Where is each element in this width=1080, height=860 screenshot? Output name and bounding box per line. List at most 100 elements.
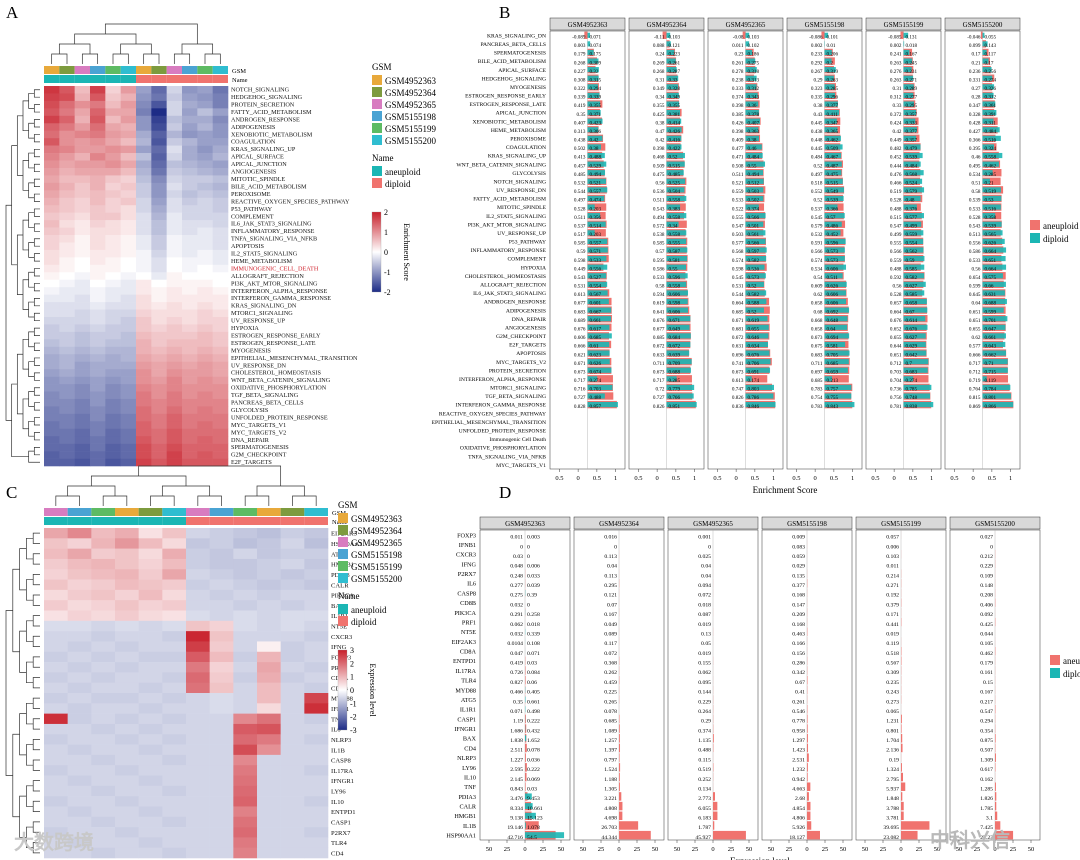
bar-value-label: 0.494 bbox=[748, 172, 760, 178]
bar-category-label: COMPLEMENT bbox=[507, 257, 546, 263]
heatmap-cell bbox=[304, 589, 329, 601]
heatmap-cell bbox=[166, 272, 183, 281]
heatmap-cell bbox=[120, 145, 137, 154]
bar-value-label: 0.574 bbox=[732, 258, 744, 264]
bar-value-label: 0.606 bbox=[827, 292, 839, 298]
heatmap-cell bbox=[257, 723, 281, 735]
bar-value-label: 0.574 bbox=[811, 258, 823, 264]
bar-value-label: 0.271 bbox=[886, 583, 899, 589]
heatmap-cell bbox=[212, 458, 229, 467]
heatmap-cell bbox=[115, 713, 139, 725]
bar-value-label: 0.696 bbox=[732, 352, 744, 358]
bar-diploid bbox=[982, 101, 996, 107]
heatmap-cell bbox=[90, 220, 106, 228]
heatmap-cell bbox=[162, 641, 187, 653]
bar-diploid bbox=[824, 324, 848, 330]
bar-value-label: 0.783 bbox=[811, 404, 823, 410]
bar-value-label: 4.806 bbox=[792, 816, 805, 822]
bar-diploid bbox=[982, 204, 1001, 210]
heatmap-cell bbox=[44, 406, 60, 415]
bar-value-label: 0.672 bbox=[653, 344, 665, 350]
heatmap-cell bbox=[136, 123, 152, 132]
bar-value-label: 0.471 bbox=[732, 155, 744, 161]
heatmap-cell bbox=[90, 93, 106, 102]
heatmap-cell bbox=[105, 115, 121, 124]
bar-value-label: 0.108 bbox=[527, 641, 540, 647]
row-dendrogram-branch bbox=[22, 219, 29, 251]
bar-category-label: UV_RESPONSE_UP bbox=[497, 231, 546, 237]
x-tick-label: 1 bbox=[851, 475, 854, 482]
bar-value-label: 0.101 bbox=[827, 34, 839, 40]
bar-diploid bbox=[903, 350, 927, 356]
heatmap-cell bbox=[186, 548, 210, 560]
heatmap-cell bbox=[151, 264, 167, 273]
bar-diploid bbox=[982, 41, 988, 47]
heatmap-cell bbox=[233, 610, 258, 622]
bar-value-label: 0.222 bbox=[527, 719, 540, 725]
heatmap-cell bbox=[186, 744, 210, 756]
bar-value-label: 0.262 bbox=[604, 670, 617, 676]
bar-value-label: 0.134 bbox=[698, 786, 711, 792]
bar-value-label: 0.661 bbox=[985, 335, 997, 341]
heatmap-cell bbox=[209, 754, 234, 766]
bar-value-label: 0.019 bbox=[698, 651, 711, 657]
bar-value-label: 0.229 bbox=[980, 564, 993, 570]
heatmap-cell bbox=[90, 436, 106, 444]
bar-aneuploid bbox=[807, 821, 812, 830]
name-annotation-cell bbox=[197, 75, 213, 83]
heatmap-cell bbox=[90, 138, 106, 146]
heatmap-cell bbox=[151, 458, 167, 467]
heatmap-cell bbox=[90, 391, 106, 400]
bar-diploid bbox=[745, 127, 759, 133]
legend-swatch-gsm bbox=[338, 525, 348, 535]
bar-value-label: 0.521 bbox=[732, 180, 744, 186]
heatmap-cell bbox=[197, 130, 213, 139]
bar-value-label: 0.843 bbox=[510, 786, 523, 792]
heatmap-cell bbox=[197, 436, 213, 444]
bar-value-label: 0.062 bbox=[698, 670, 711, 676]
bar-diploid bbox=[666, 256, 688, 262]
bar-value-label: 0.617 bbox=[590, 326, 602, 332]
heatmap-cell bbox=[162, 713, 187, 725]
heatmap-cell bbox=[74, 443, 91, 452]
bar-value-label: 0.57 bbox=[827, 215, 836, 221]
bar-value-label: 0.71 bbox=[985, 361, 994, 367]
bar-value-label: 0.225 bbox=[604, 690, 617, 696]
bar-value-label: 0.58 bbox=[972, 189, 981, 195]
name-annotation-cell bbox=[91, 517, 115, 525]
heatmap-cell bbox=[280, 682, 305, 694]
bar-value-label: 0.585 bbox=[574, 241, 586, 247]
bar-value-label: 0.236 bbox=[969, 69, 981, 75]
heatmap-cell bbox=[151, 354, 167, 362]
heatmap-cell bbox=[197, 287, 213, 295]
bar-aneuploid bbox=[901, 734, 903, 743]
bar-category-label: GLYCOLYSIS bbox=[512, 171, 546, 177]
bar-value-label: 0.31 bbox=[656, 77, 665, 83]
heatmap-row-label: MYC_TARGETS_V2 bbox=[231, 429, 286, 436]
bar-value-label: 0.206 bbox=[827, 52, 839, 58]
bar-value-label: 0.664 bbox=[985, 249, 997, 255]
bar-value-label: 0.319 bbox=[827, 69, 839, 75]
row-dendrogram-branch bbox=[32, 718, 40, 730]
facet-strip bbox=[573, 516, 665, 530]
bar-value-label: 1.309 bbox=[980, 757, 993, 763]
heatmap-cell bbox=[115, 538, 139, 549]
bar-diploid bbox=[745, 367, 771, 373]
heatmap-cell bbox=[233, 734, 258, 745]
row-dendrogram-branch bbox=[26, 744, 34, 766]
bar-aneuploid bbox=[742, 31, 746, 39]
bar-value-label: 0.56 bbox=[656, 180, 665, 186]
heatmap-cell bbox=[59, 451, 75, 459]
row-dendrogram-branch bbox=[26, 785, 34, 807]
bar-diploid bbox=[982, 110, 997, 116]
bar-aneuploid bbox=[995, 753, 996, 762]
bar-value-label: 3.1 bbox=[986, 816, 993, 822]
heatmap-cell bbox=[197, 123, 213, 132]
heatmap-cell bbox=[44, 631, 68, 642]
heatmap-cell bbox=[182, 167, 198, 176]
x-tick-label: 0.5 bbox=[871, 475, 879, 482]
bar-diploid bbox=[745, 187, 764, 193]
row-dendrogram-branch bbox=[26, 579, 34, 601]
bar-aneuploid bbox=[995, 821, 1001, 830]
heatmap-cell bbox=[59, 153, 75, 161]
